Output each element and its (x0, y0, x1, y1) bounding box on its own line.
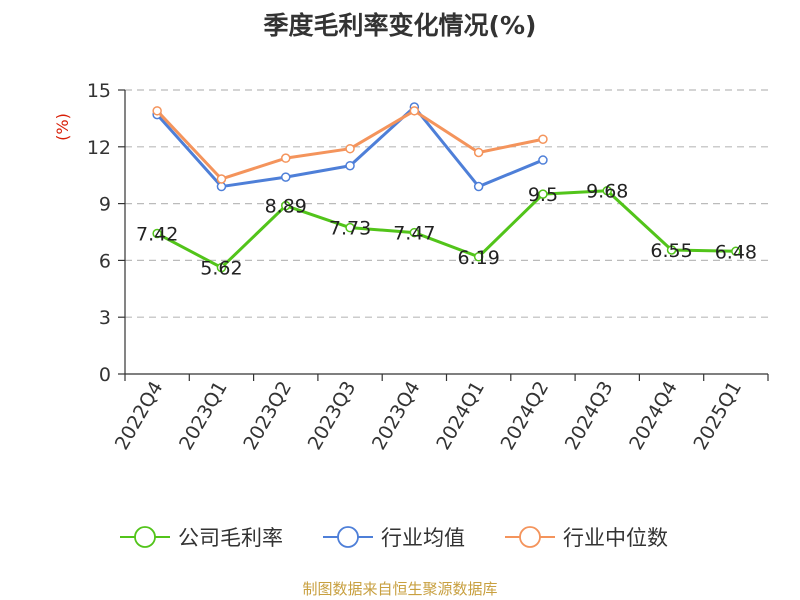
data-point (152, 228, 162, 239)
y-tick-label: 6 (99, 250, 111, 272)
data-label: 7.73 (329, 218, 371, 240)
data-point (666, 245, 677, 255)
data-point (409, 227, 420, 238)
data-point (473, 147, 484, 158)
x-tick-label: 2023Q2 (239, 378, 296, 454)
data-point (152, 106, 162, 116)
legend-label: 行业中位数 (563, 526, 668, 550)
series-2 (152, 106, 548, 184)
data-point (281, 172, 291, 182)
data-point (281, 153, 291, 163)
legend-label: 公司毛利率 (178, 526, 283, 550)
x-tick-label: 2024Q4 (625, 378, 682, 454)
source-note: 制图数据来自恒生聚源数据库 (302, 580, 498, 598)
legend-marker (519, 526, 541, 548)
data-point (602, 185, 612, 196)
data-point (345, 143, 355, 154)
legend-item: 公司毛利率 (120, 526, 283, 550)
x-tick-label: 2024Q1 (432, 378, 489, 454)
y-axis-unit-label: (%) (53, 113, 72, 141)
x-tick-label: 2023Q4 (368, 378, 425, 454)
legend-marker (337, 526, 359, 548)
data-label: 5.62 (200, 258, 242, 280)
data-point (216, 181, 227, 192)
data-point (281, 200, 291, 211)
data-label: 7.47 (393, 223, 435, 245)
y-tick-label: 12 (87, 137, 111, 159)
data-point (538, 155, 548, 165)
data-label: 9.68 (586, 181, 628, 203)
x-tick-label: 2023Q3 (304, 378, 361, 454)
series-0 (152, 185, 741, 273)
x-tick-label: 2025Q1 (689, 378, 746, 454)
data-labels: 7.42 5.62 8.89 7.73 7.47 6.19 9.5 9.68 6.55 6.48 (136, 181, 757, 280)
data-label: 7.42 (136, 224, 178, 246)
y-tick-label: 0 (99, 364, 111, 386)
data-point (216, 262, 227, 273)
x-tick-label: 2022Q4 (111, 378, 168, 454)
x-tick-label: 2023Q1 (175, 378, 232, 454)
y-tick-label: 15 (87, 80, 111, 102)
data-label: 8.89 (265, 196, 307, 218)
data-label: 9.5 (528, 184, 558, 206)
data-point (473, 252, 484, 262)
data-point (473, 181, 484, 192)
x-tick-label: 2024Q3 (561, 378, 618, 454)
x-tick-label: 2024Q2 (497, 378, 554, 454)
y-tick-label: 3 (99, 307, 111, 329)
data-point (731, 246, 741, 257)
legend-marker (134, 526, 156, 548)
data-point (538, 189, 548, 199)
legend-item: 行业中位数 (505, 526, 668, 550)
data-label: 6.55 (650, 240, 692, 262)
gridlines (125, 89, 768, 318)
legend: 公司毛利率 行业均值 行业中位数 (120, 526, 668, 550)
legend-item: 行业均值 (323, 526, 465, 550)
chart-title: 季度毛利率变化情况(%) (263, 11, 537, 40)
data-label: 6.48 (715, 241, 757, 263)
data-point (216, 174, 227, 184)
series-line (156, 189, 736, 270)
data-point (409, 106, 420, 116)
y-tick-label: 9 (99, 194, 111, 216)
data-point (345, 222, 355, 233)
legend-label: 行业均值 (381, 526, 465, 550)
data-label: 6.19 (457, 247, 499, 269)
series-lines (152, 102, 741, 273)
data-point (538, 134, 548, 144)
data-point (345, 160, 355, 171)
